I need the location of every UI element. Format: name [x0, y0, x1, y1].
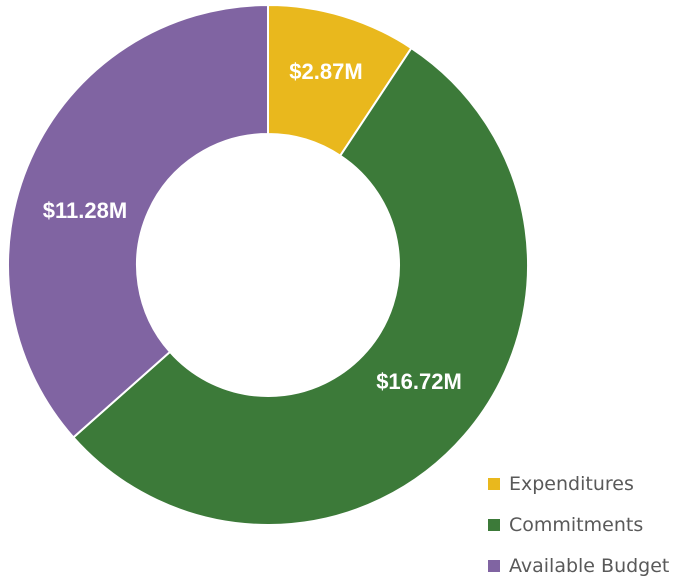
- legend-label-commitments: Commitments: [509, 513, 644, 536]
- legend-item-expenditures: Expenditures: [488, 463, 690, 504]
- data-labels-group: $2.87M $16.72M $11.28M: [43, 59, 462, 394]
- data-label-expenditures: $2.87M: [289, 59, 362, 84]
- legend-item-commitments: Commitments: [488, 504, 690, 545]
- slice-available-budget: [7, 3, 269, 439]
- slice-commitments: [71, 46, 529, 526]
- data-label-commitments: $16.72M: [376, 369, 462, 394]
- slices-group: [7, 3, 529, 526]
- legend-swatch-expenditures: [488, 477, 500, 490]
- legend-label-available-budget: Available Budget: [509, 554, 670, 577]
- legend-swatch-commitments: [488, 518, 500, 531]
- legend-swatch-available-budget: [488, 559, 500, 572]
- legend: Expenditures Commitments Available Budge…: [488, 463, 690, 586]
- legend-label-expenditures: Expenditures: [509, 472, 634, 495]
- data-label-available-budget: $11.28M: [43, 198, 127, 223]
- legend-item-available-budget: Available Budget: [488, 545, 690, 586]
